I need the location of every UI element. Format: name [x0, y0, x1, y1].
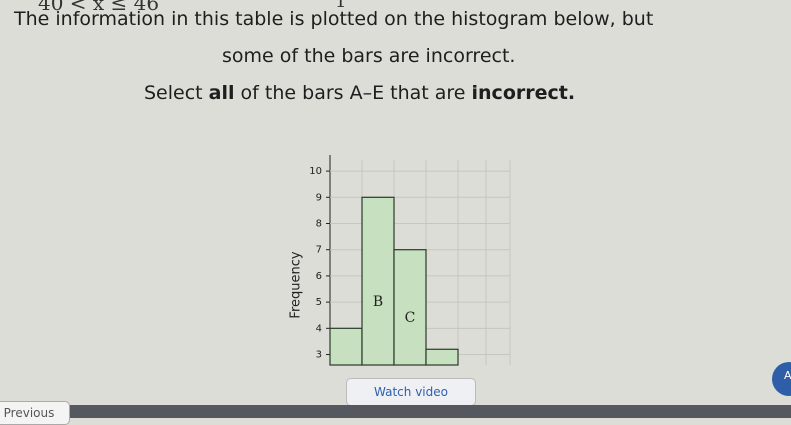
- question-line: Select all of the bars A–E that are inco…: [144, 82, 575, 104]
- bar: [425, 348, 459, 366]
- question-line: The information in this table is plotted…: [14, 8, 654, 30]
- y-tick-label: 4: [316, 323, 322, 334]
- previous-button[interactable]: Previous: [0, 401, 70, 425]
- question-line: some of the bars are incorrect.: [222, 45, 516, 67]
- bar: [361, 196, 395, 366]
- answer-button[interactable]: A: [772, 362, 791, 396]
- y-tick-label: 8: [316, 219, 322, 230]
- watch-video-button[interactable]: Watch video: [346, 378, 476, 406]
- table-interval: 40 < x ≤ 46: [38, 0, 160, 15]
- bottom-bar: [0, 405, 791, 418]
- text: of the bars A–E that are: [234, 82, 472, 104]
- bar: [329, 327, 363, 366]
- text: Select: [144, 82, 209, 104]
- y-axis-label: Frequency: [289, 251, 304, 318]
- y-tick-label: 5: [316, 297, 322, 308]
- text-bold: incorrect.: [471, 82, 576, 104]
- y-tick-label: 9: [316, 192, 322, 203]
- bar: [393, 249, 427, 366]
- y-tick-label: 7: [316, 245, 322, 256]
- y-tick-label: 3: [316, 350, 322, 361]
- text-bold: all: [208, 82, 235, 104]
- y-tick-label: 10: [309, 166, 322, 177]
- table-frequency: 1: [335, 0, 347, 12]
- y-tick-label: 6: [316, 271, 322, 282]
- bar-label: C: [405, 310, 416, 326]
- bar-label: B: [373, 294, 383, 310]
